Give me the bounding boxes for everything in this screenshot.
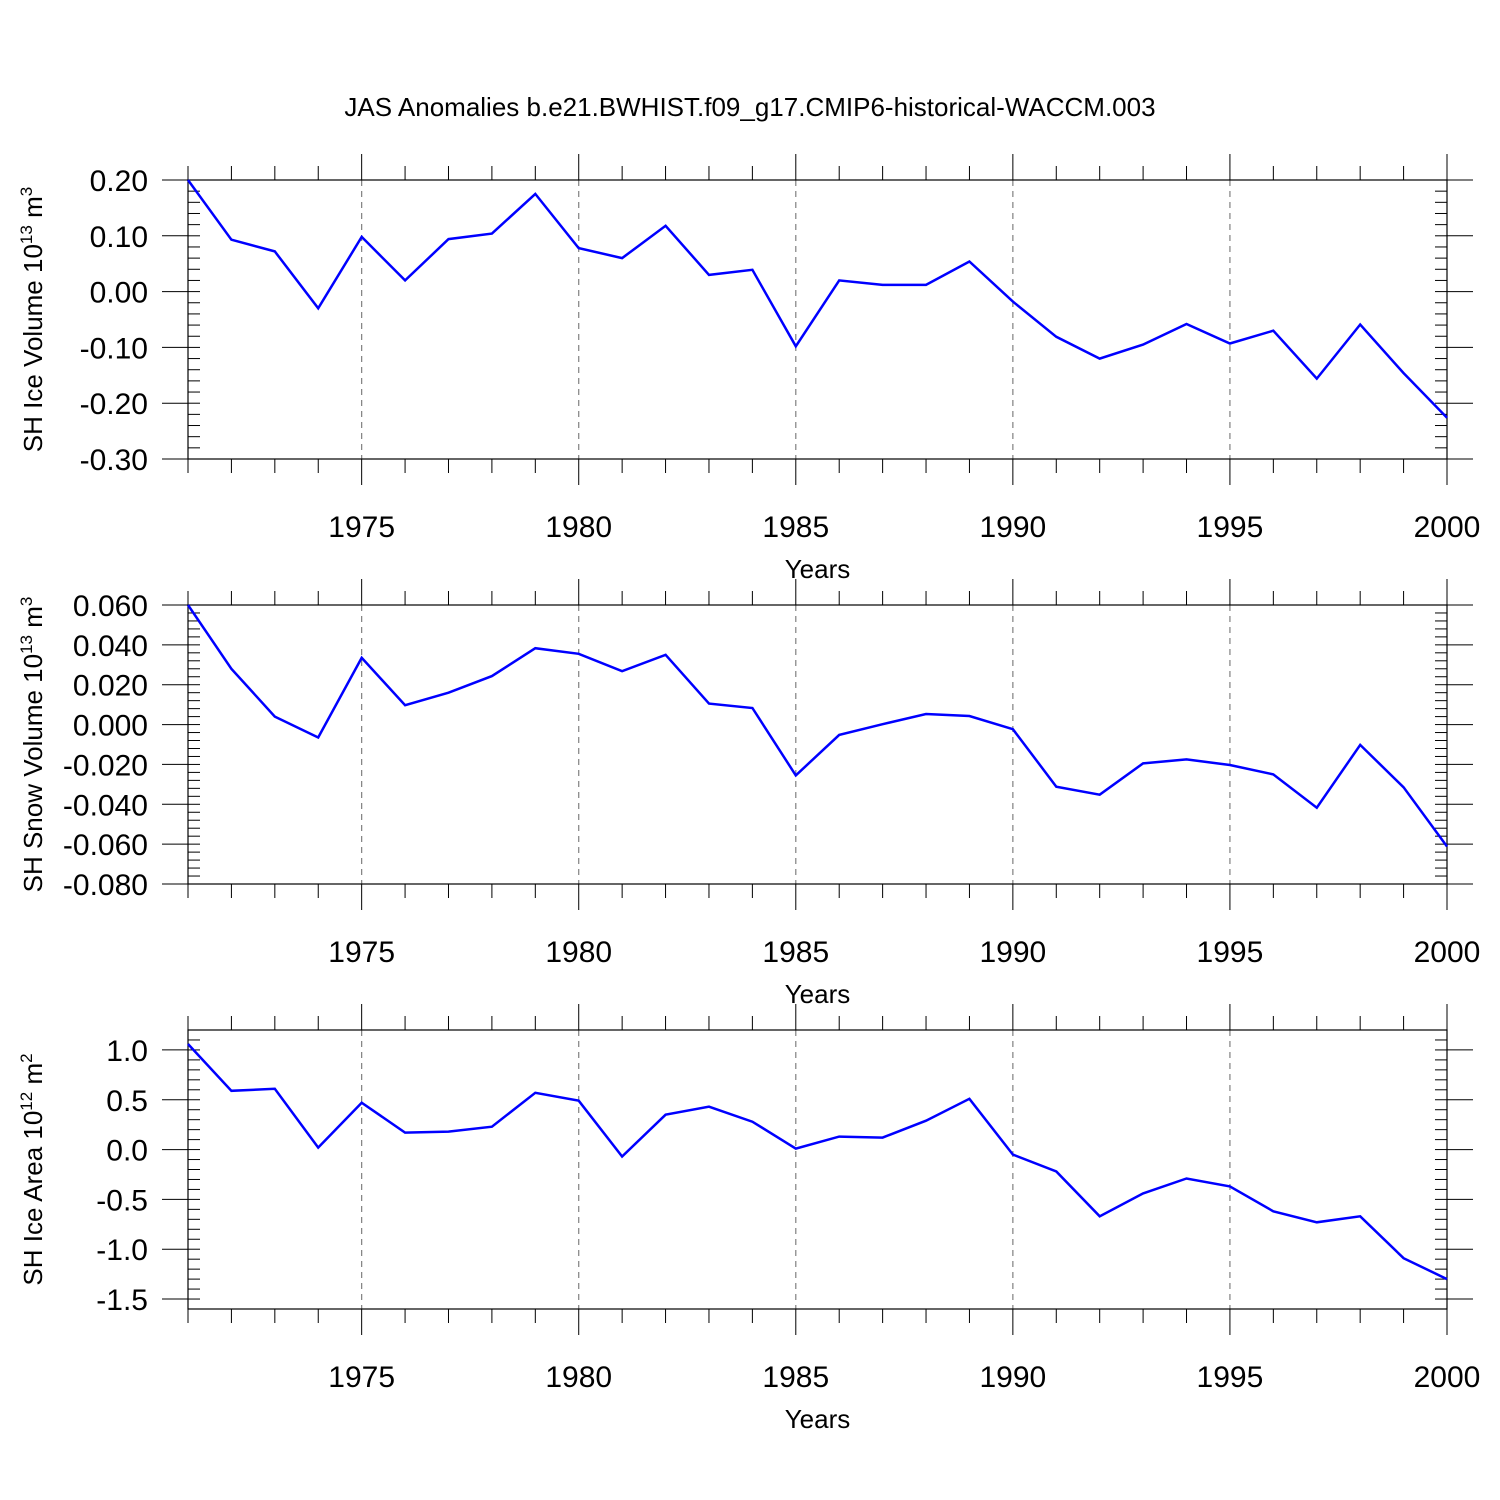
series-line <box>186 604 1449 848</box>
x-tick-label: 1980 <box>545 511 612 544</box>
x-axis-label: Years <box>785 1404 851 1434</box>
y-tick-label: -0.20 <box>80 388 148 421</box>
plot-frame <box>187 179 1448 460</box>
plot-frame <box>187 604 1448 885</box>
chart-panel-3: -1.5 -1.0 -0.5 0.0 0.5 1.0 1975 1980 1985 1990 199… <box>17 1004 1480 1434</box>
y-tick-label: -0.30 <box>80 444 148 477</box>
x-tick-label: 1995 <box>1197 511 1264 544</box>
x-tick-label: 1995 <box>1197 936 1264 969</box>
x-tick-label: 1990 <box>979 511 1046 544</box>
y-tick-label: -0.5 <box>96 1184 148 1217</box>
x-tick-label: 1985 <box>762 511 829 544</box>
chart-panel-1: -0.30 -0.20 -0.10 0.00 0.10 0.20 1975 1980 1985 1… <box>17 154 1480 584</box>
y-tick-label: 0.020 <box>73 670 148 703</box>
y-tick-label: 0.000 <box>73 710 148 743</box>
y-tick-label: 0.20 <box>90 165 148 198</box>
x-tick-label: 1990 <box>979 936 1046 969</box>
chart-panel-2: -0.080 -0.060 -0.040 -0.020 0.000 0.020 0.040 0… <box>17 579 1480 1009</box>
y-axis-label: SH Snow Volume 1013 m3 <box>17 597 48 893</box>
y-tick-label: 0.060 <box>73 590 148 623</box>
x-axis-label: Years <box>785 554 851 584</box>
x-axis-label: Years <box>785 979 851 1009</box>
x-tick-label: 1990 <box>979 1361 1046 1394</box>
x-tick-label: 1980 <box>545 936 612 969</box>
x-tick-label: 1980 <box>545 1361 612 1394</box>
y-tick-label: 1.0 <box>106 1035 148 1068</box>
y-tick-label: -0.040 <box>63 789 148 822</box>
y-tick-label: -0.060 <box>63 829 148 862</box>
x-tick-label: 1995 <box>1197 1361 1264 1394</box>
y-axis-label: SH Ice Area 1012 m2 <box>17 1053 48 1285</box>
y-tick-label: 0.040 <box>73 630 148 663</box>
x-tick-label: 1985 <box>762 936 829 969</box>
x-tick-label: 1975 <box>328 1361 395 1394</box>
series-line <box>187 1043 1448 1281</box>
figure-title: JAS Anomalies b.e21.BWHIST.f09_g17.CMIP6… <box>344 92 1155 122</box>
y-tick-label: -1.0 <box>96 1234 148 1267</box>
x-tick-label: 1975 <box>328 936 395 969</box>
series-line <box>186 179 1448 419</box>
x-tick-label: 1985 <box>762 1361 829 1394</box>
y-tick-label: 0.10 <box>90 221 148 254</box>
x-tick-label: 1975 <box>328 511 395 544</box>
x-tick-label: 2000 <box>1414 511 1481 544</box>
y-axis-label: SH Ice Volume 1013 m3 <box>17 187 48 452</box>
y-tick-label: -1.5 <box>96 1284 148 1317</box>
y-tick-label: 0.0 <box>106 1135 148 1168</box>
y-tick-label: -0.10 <box>80 332 148 365</box>
x-tick-label: 2000 <box>1414 1361 1481 1394</box>
panels: -0.30 -0.20 -0.10 0.00 0.10 0.20 1975 1980 1985 1… <box>17 154 1480 1434</box>
y-tick-label: -0.020 <box>63 749 148 782</box>
y-tick-label: 0.00 <box>90 277 148 310</box>
plot-frame <box>187 1029 1448 1310</box>
y-tick-label: -0.080 <box>63 869 148 902</box>
x-tick-label: 2000 <box>1414 936 1481 969</box>
y-tick-label: 0.5 <box>106 1085 148 1118</box>
